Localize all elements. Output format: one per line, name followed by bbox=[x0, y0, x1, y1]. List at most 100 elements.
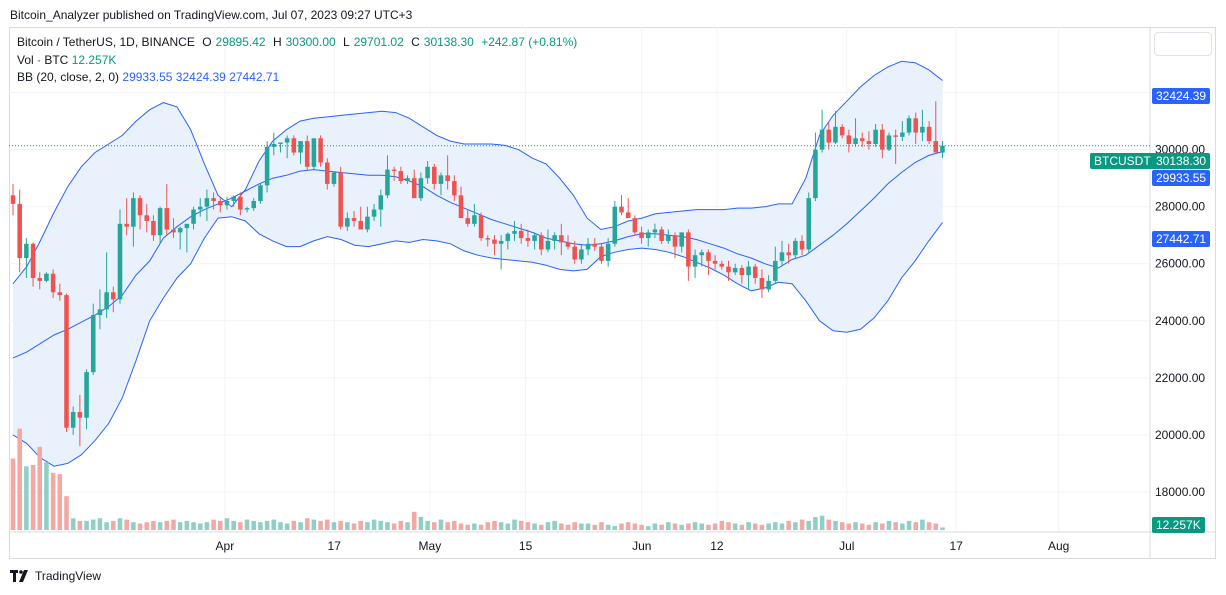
candle-body bbox=[365, 216, 370, 230]
time-tick-label: 17 bbox=[949, 539, 963, 553]
candle-body bbox=[940, 145, 945, 153]
candle-body bbox=[498, 240, 504, 244]
candle-body bbox=[866, 141, 872, 144]
candle-body bbox=[211, 198, 216, 201]
candle-body bbox=[238, 196, 243, 210]
volume-bar bbox=[278, 522, 283, 530]
volume-bar bbox=[405, 522, 410, 530]
candle-body bbox=[739, 268, 745, 276]
grid bbox=[9, 27, 1216, 559]
volume-bar bbox=[311, 519, 317, 530]
candle-body bbox=[184, 223, 190, 229]
volume-bar bbox=[752, 523, 758, 530]
open-label: O bbox=[202, 35, 212, 49]
volume-bar bbox=[124, 519, 129, 530]
volume-bar bbox=[538, 524, 544, 530]
candle-body bbox=[518, 230, 524, 239]
candle-body bbox=[552, 235, 557, 241]
close-label: C bbox=[411, 35, 420, 49]
candle-body bbox=[391, 169, 397, 172]
high-label: H bbox=[272, 35, 282, 49]
candle-body bbox=[666, 235, 671, 241]
price-tick-label: 26000.00 bbox=[1155, 257, 1205, 271]
candle-body bbox=[311, 138, 317, 167]
candle-body bbox=[846, 135, 852, 144]
close-value: 30138.30 bbox=[423, 35, 474, 49]
symbol-tag: BTCUSDT bbox=[1090, 153, 1155, 169]
volume-bar bbox=[472, 523, 477, 530]
candle-body bbox=[131, 198, 136, 227]
candle-body bbox=[304, 141, 310, 167]
ohlc-values: O 29895.42 H 30300.00 L 29701.02 C 30138.30 … bbox=[202, 35, 581, 49]
volume-bar bbox=[552, 520, 557, 530]
volume-bar bbox=[512, 519, 517, 530]
volume-bar bbox=[338, 520, 343, 530]
bb-lower-value: 27442.71 bbox=[229, 70, 280, 84]
candle-body bbox=[492, 239, 497, 244]
candle-body bbox=[926, 126, 932, 142]
volume-bar bbox=[933, 523, 939, 530]
volume-bar bbox=[492, 520, 497, 530]
price-tick-label: 28000.00 bbox=[1155, 200, 1205, 214]
time-tick-label: Jul bbox=[839, 539, 854, 553]
tradingview-footer[interactable]: TradingView bbox=[10, 569, 101, 583]
candle-body bbox=[44, 273, 49, 281]
bb-label: BB (20, close, 2, 0) bbox=[17, 70, 120, 84]
candles bbox=[10, 101, 945, 447]
volume-bar bbox=[425, 520, 430, 530]
volume-bar bbox=[164, 520, 170, 530]
bb-basis-line bbox=[12, 151, 943, 359]
candle-body bbox=[579, 249, 584, 260]
candle-body bbox=[732, 268, 738, 273]
candle-body bbox=[645, 232, 651, 239]
candlestick-chart[interactable]: 32000.0030000.0028000.0026000.0024000.00… bbox=[9, 27, 1216, 559]
candle-body bbox=[171, 229, 176, 233]
volume-bar bbox=[218, 520, 223, 530]
candle-body bbox=[90, 315, 96, 373]
price-tick-label: 18000.00 bbox=[1155, 485, 1205, 499]
candle-body bbox=[278, 142, 283, 144]
volume-bar bbox=[746, 522, 751, 530]
volume-bar bbox=[726, 522, 731, 530]
volume-bar bbox=[197, 523, 203, 530]
candle-body bbox=[157, 208, 163, 236]
candle-body bbox=[298, 141, 303, 153]
candle-body bbox=[719, 263, 725, 267]
volume-bar bbox=[846, 523, 852, 530]
chart-frame[interactable] bbox=[9, 27, 1216, 559]
candle-body bbox=[619, 206, 624, 213]
candle-body bbox=[244, 208, 250, 210]
candle-body bbox=[84, 372, 89, 418]
symbol-legend: Bitcoin / TetherUS, 1D, BINANCE O 29895.4… bbox=[17, 35, 585, 49]
volume-bar bbox=[686, 523, 691, 530]
candle-body bbox=[445, 175, 450, 182]
volume-bar bbox=[893, 522, 898, 530]
volume-bar bbox=[532, 523, 537, 530]
volume-bar bbox=[70, 518, 76, 530]
candle-body bbox=[24, 243, 29, 259]
volume-bar bbox=[298, 522, 303, 530]
candle-body bbox=[605, 243, 611, 261]
volume-bar bbox=[873, 522, 878, 530]
volume-bar bbox=[90, 519, 96, 530]
candle-body bbox=[231, 196, 236, 201]
volume-bar bbox=[224, 518, 230, 530]
price-scale-button[interactable] bbox=[1154, 32, 1212, 56]
volume-bar bbox=[659, 524, 664, 530]
low-label: L bbox=[343, 35, 350, 49]
volume-bar bbox=[572, 522, 577, 530]
volume-bar bbox=[719, 520, 725, 530]
candle-body bbox=[525, 238, 531, 241]
volume-bar bbox=[766, 523, 771, 530]
volume-bar bbox=[926, 522, 932, 530]
symbol-name: Bitcoin / TetherUS, 1D, BINANCE bbox=[17, 35, 195, 49]
candle-body bbox=[378, 195, 384, 210]
volume-label: Vol · BTC bbox=[17, 53, 69, 67]
candle-body bbox=[880, 129, 885, 150]
time-tick-label: 17 bbox=[328, 539, 342, 553]
volume-bar bbox=[331, 522, 337, 530]
volume-bar bbox=[619, 523, 624, 530]
volume-bar bbox=[284, 523, 290, 530]
candle-body bbox=[612, 206, 618, 244]
candle-body bbox=[759, 278, 765, 290]
